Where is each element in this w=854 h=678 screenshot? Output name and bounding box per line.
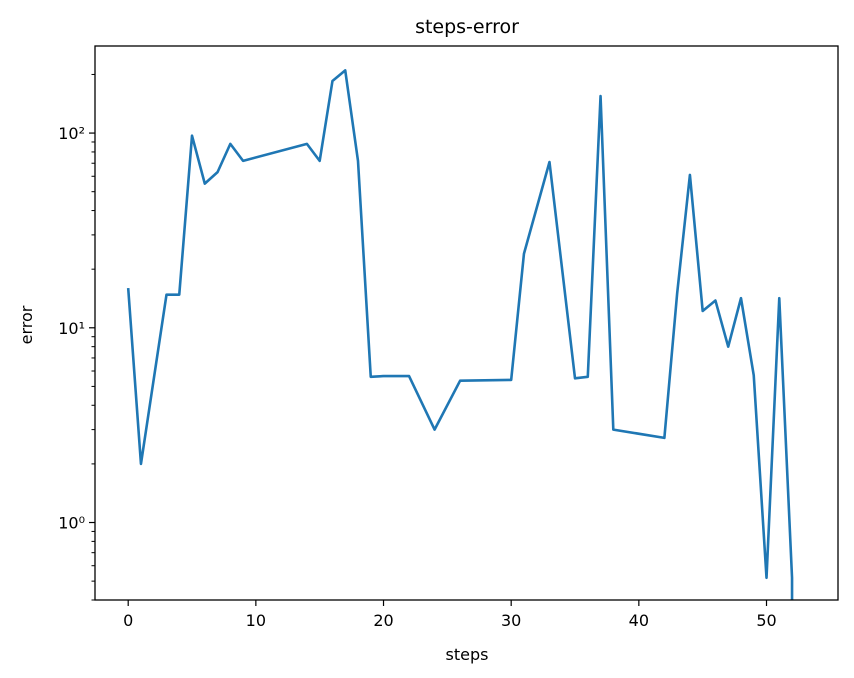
x-tick-label: 10 [246, 611, 266, 630]
axes: 0 10 20 30 40 50 10⁰ 10¹ 10² [58, 45, 839, 630]
plot-area [126, 69, 794, 600]
y-tick-label: 10² [58, 124, 85, 143]
x-tick-label: 30 [501, 611, 521, 630]
series-line-0 [126, 69, 794, 600]
x-tick-label: 40 [629, 611, 649, 630]
axes-frame [94, 45, 839, 601]
chart-title: steps-error [415, 16, 519, 38]
y-tick-label: 10⁰ [58, 514, 85, 533]
x-tick-label: 20 [373, 611, 393, 630]
y-tick-label: 10¹ [58, 319, 85, 338]
x-tick-label: 0 [123, 611, 133, 630]
y-axis-title: error [17, 305, 36, 344]
x-axis-title: steps [446, 645, 489, 664]
x-tick-label: 50 [756, 611, 776, 630]
